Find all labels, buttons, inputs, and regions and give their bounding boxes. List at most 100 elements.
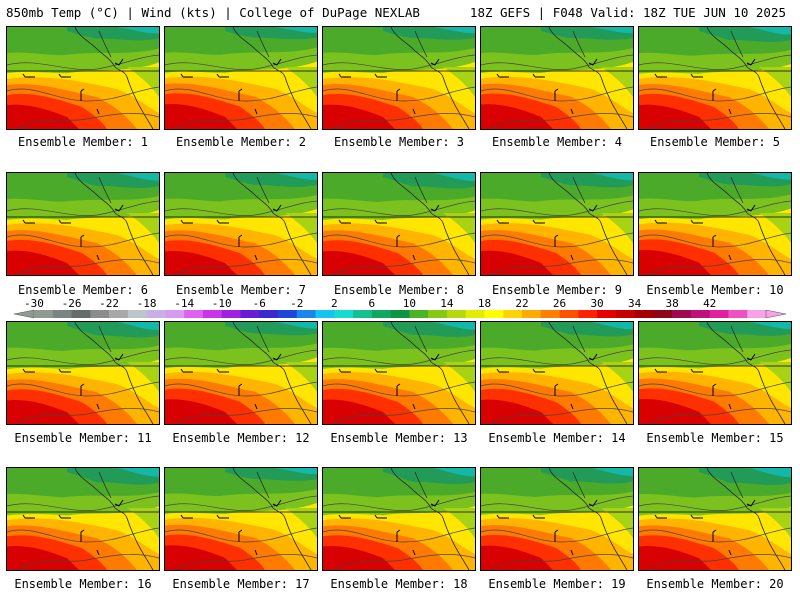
colorbar-swatch (672, 310, 692, 318)
ensemble-panel-1[interactable] (6, 26, 160, 130)
colorbar-tick-label: 34 (628, 297, 642, 310)
colorbar-tick-label: -14 (174, 297, 194, 310)
colorbar-swatch (522, 310, 542, 318)
temperature-map (7, 173, 159, 275)
ensemble-panel-10[interactable] (638, 172, 792, 276)
ensemble-panel-13[interactable] (322, 321, 476, 425)
temperature-map (323, 468, 475, 570)
colorbar-swatch (559, 310, 579, 318)
ensemble-member-label: Ensemble Member: 5 (649, 135, 781, 149)
colorbar-swatch (428, 310, 448, 318)
colorbar-swatch (71, 310, 91, 318)
colorbar-tick-label: -10 (212, 297, 232, 310)
colorbar-max-arrow (765, 309, 787, 319)
ensemble-panel-5[interactable] (638, 26, 792, 130)
colorbar-tick-label: -18 (137, 297, 157, 310)
colorbar-swatch (165, 310, 185, 318)
colorbar-swatch (728, 310, 748, 318)
colorbar-tick-label: 30 (590, 297, 603, 310)
ensemble-member-label: Ensemble Member: 8 (333, 283, 465, 297)
ensemble-member-label: Ensemble Member: 13 (330, 431, 468, 445)
colorbar-swatch (34, 310, 54, 318)
colorbar-tick-label: 42 (703, 297, 716, 310)
temperature-map (7, 322, 159, 424)
colorbar-swatch (202, 310, 222, 318)
ensemble-panel-2[interactable] (164, 26, 318, 130)
ensemble-panel-18[interactable] (322, 467, 476, 571)
ensemble-member-label: Ensemble Member: 9 (491, 283, 623, 297)
colorbar-swatch (747, 310, 767, 318)
colorbar-swatch (278, 310, 298, 318)
ensemble-panel-3[interactable] (322, 26, 476, 130)
temperature-colorbar: -30 -26 -22 -18 -14 -10 -6 -2 2 6 10 14 18 22 26 30 34 38… (13, 297, 787, 319)
ensemble-panel-9[interactable] (480, 172, 634, 276)
colorbar-swatch (709, 310, 729, 318)
temperature-map (639, 322, 791, 424)
colorbar-swatch (597, 310, 617, 318)
colorbar-tick-label: 38 (666, 297, 679, 310)
ensemble-member-label: Ensemble Member: 11 (14, 431, 152, 445)
ensemble-member-label: Ensemble Member: 20 (646, 577, 784, 591)
ensemble-member-label: Ensemble Member: 18 (330, 577, 468, 591)
ensemble-panel-14[interactable] (480, 321, 634, 425)
colorbar-swatch (315, 310, 335, 318)
ensemble-member-label: Ensemble Member: 12 (172, 431, 310, 445)
colorbar-tick-label: -30 (24, 297, 44, 310)
colorbar-swatch (578, 310, 598, 318)
colorbar-min-arrow (13, 309, 35, 319)
colorbar-swatch (690, 310, 710, 318)
colorbar-swatch (390, 310, 410, 318)
ensemble-panel-17[interactable] (164, 467, 318, 571)
temperature-map (165, 27, 317, 129)
colorbar-swatch (540, 310, 560, 318)
colorbar-swatch (127, 310, 147, 318)
ensemble-member-label: Ensemble Member: 2 (175, 135, 307, 149)
ensemble-panel-11[interactable] (6, 321, 160, 425)
colorbar-tick-label: 14 (440, 297, 454, 310)
temperature-map (481, 468, 633, 570)
ensemble-panel-16[interactable] (6, 467, 160, 571)
temperature-map (639, 27, 791, 129)
ensemble-member-label: Ensemble Member: 16 (14, 577, 152, 591)
colorbar-swatch (52, 310, 72, 318)
colorbar-tick-label: 18 (478, 297, 491, 310)
ensemble-panel-8[interactable] (322, 172, 476, 276)
ensemble-member-label: Ensemble Member: 1 (17, 135, 149, 149)
temperature-map (323, 173, 475, 275)
colorbar-swatch (465, 310, 485, 318)
colorbar-swatch (146, 310, 166, 318)
ensemble-panel-20[interactable] (638, 467, 792, 571)
model-run-info: 18Z GEFS | F048 Valid: 18Z TUE JUN 10 20… (469, 5, 786, 20)
colorbar-tick-label: 26 (553, 297, 566, 310)
ensemble-panel-4[interactable] (480, 26, 634, 130)
ensemble-member-label: Ensemble Member: 7 (175, 283, 307, 297)
temperature-map (481, 27, 633, 129)
temperature-map (165, 468, 317, 570)
temperature-map (323, 322, 475, 424)
ensemble-panel-19[interactable] (480, 467, 634, 571)
colorbar-swatch (259, 310, 279, 318)
ensemble-member-label: Ensemble Member: 17 (172, 577, 310, 591)
ensemble-member-label: Ensemble Member: 14 (488, 431, 626, 445)
colorbar-tick-label: 10 (403, 297, 416, 310)
ensemble-panel-12[interactable] (164, 321, 318, 425)
ensemble-panel-15[interactable] (638, 321, 792, 425)
ensemble-panel-6[interactable] (6, 172, 160, 276)
colorbar-swatch (334, 310, 354, 318)
temperature-map (323, 27, 475, 129)
temperature-map (165, 173, 317, 275)
colorbar-swatch (109, 310, 129, 318)
colorbar-swatch (296, 310, 316, 318)
ensemble-member-label: Ensemble Member: 19 (488, 577, 626, 591)
temperature-map (7, 27, 159, 129)
colorbar-swatch (184, 310, 204, 318)
colorbar-swatch (371, 310, 391, 318)
ensemble-member-label: Ensemble Member: 10 (646, 283, 784, 297)
colorbar-swatch (90, 310, 110, 318)
colorbar-swatch (653, 310, 673, 318)
colorbar-swatch (409, 310, 429, 318)
ensemble-panel-7[interactable] (164, 172, 318, 276)
colorbar-swatch (353, 310, 373, 318)
colorbar-tick-label: 6 (369, 297, 376, 310)
temperature-map (7, 468, 159, 570)
